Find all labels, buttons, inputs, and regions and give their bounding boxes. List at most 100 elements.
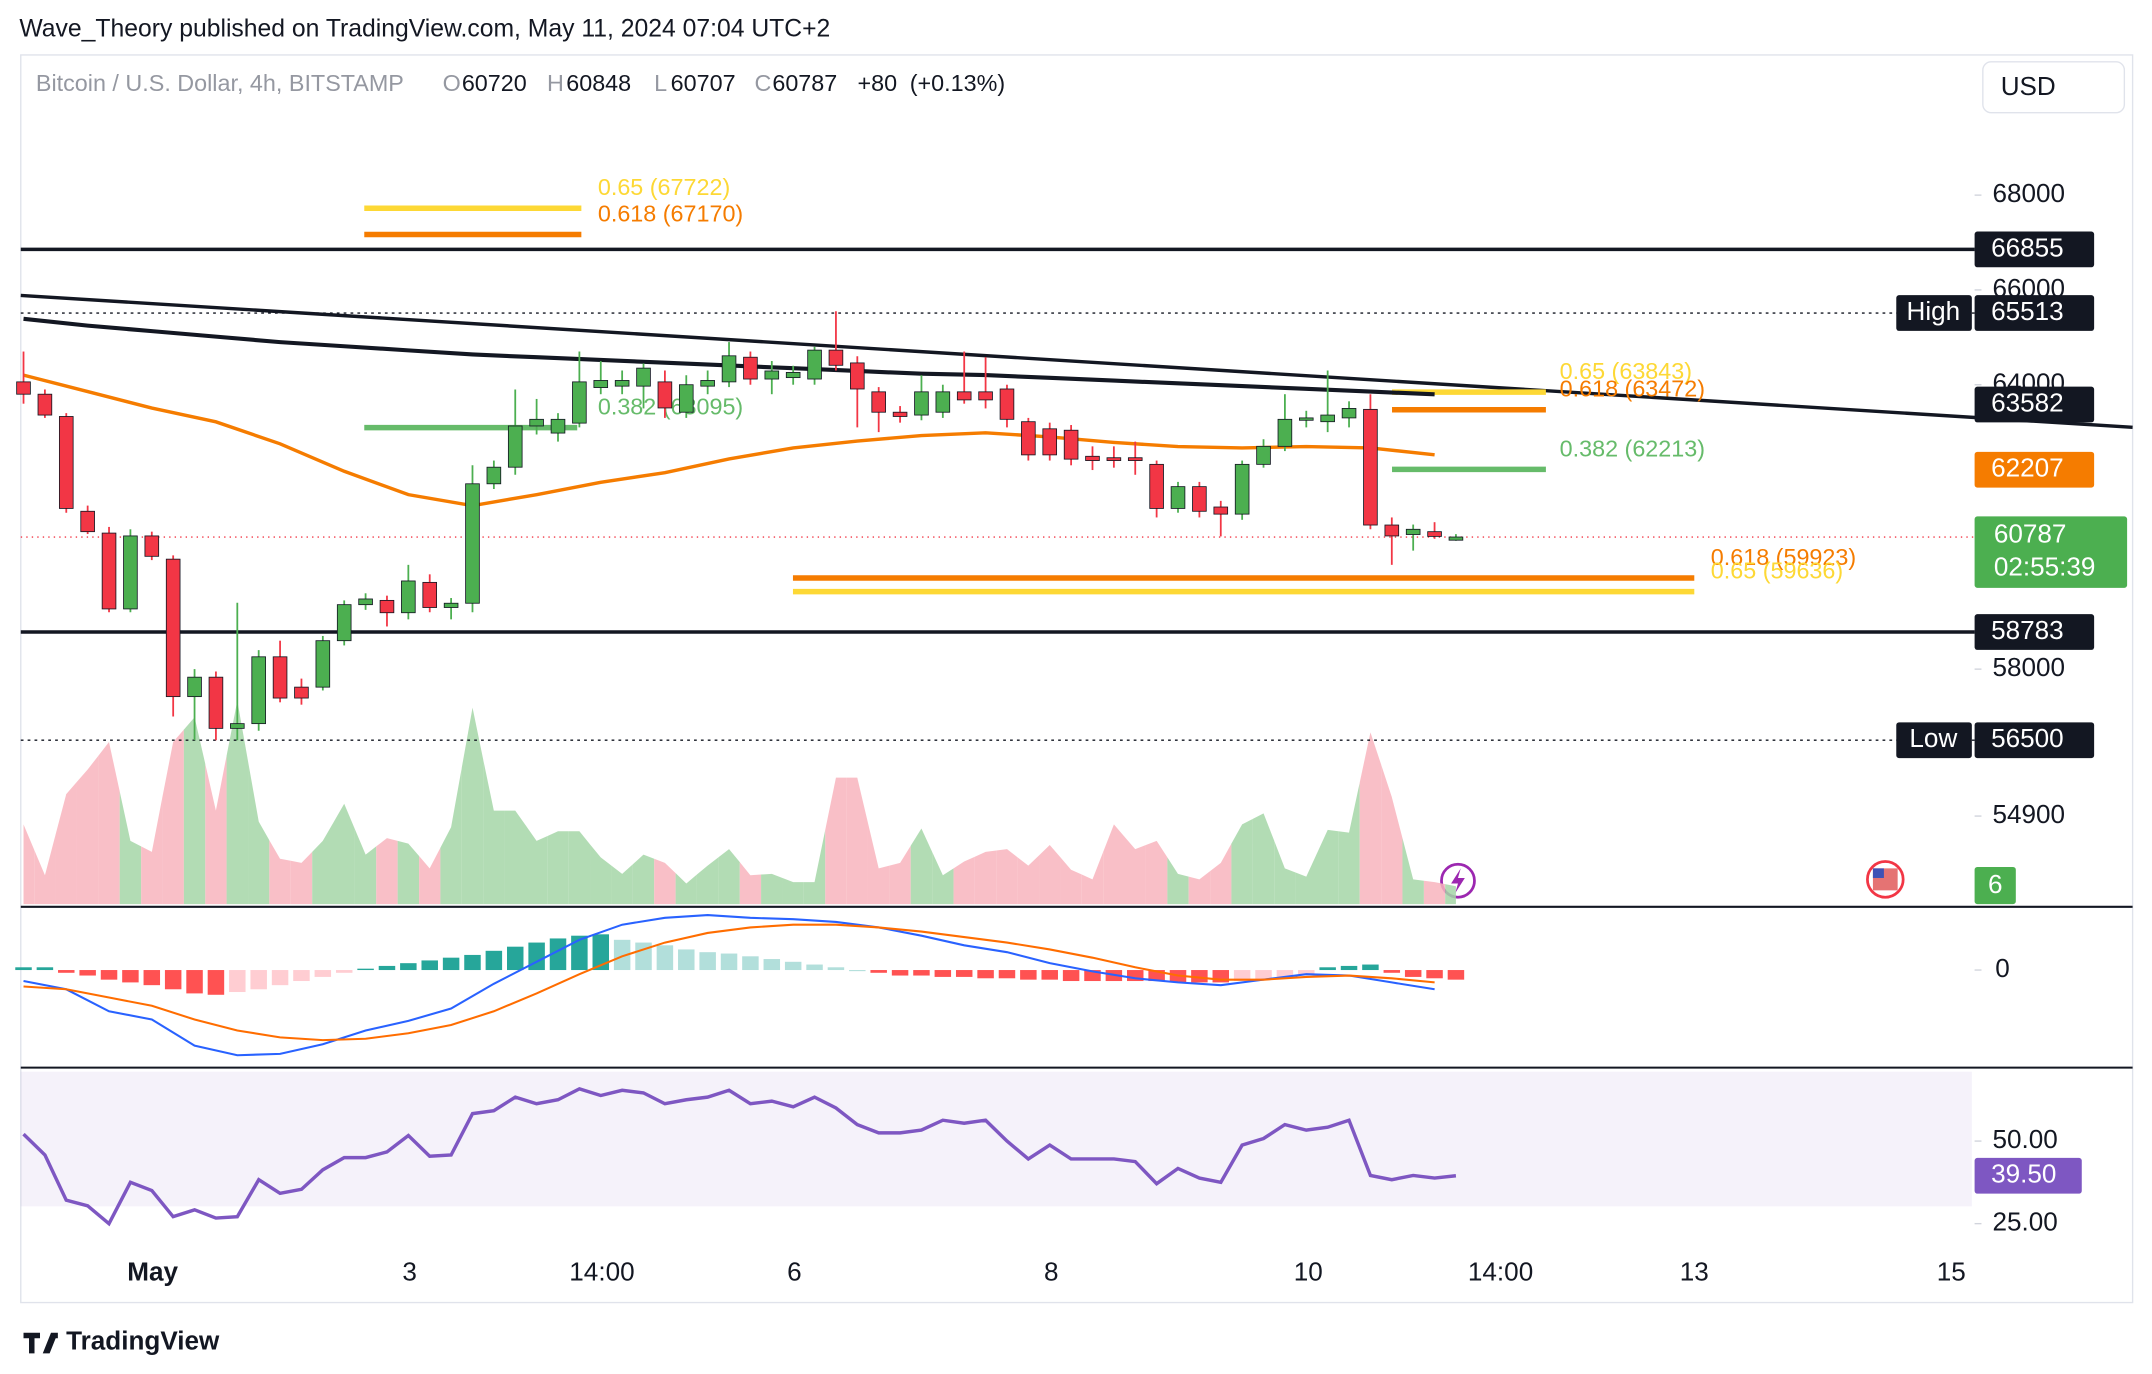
x-tick-label: 14:00 [1468, 1257, 1533, 1287]
macd-bar [271, 970, 289, 986]
volume-area [1081, 851, 1104, 905]
candle-body [1427, 531, 1442, 537]
legend-value: 60720 [462, 70, 527, 96]
candle-body [486, 466, 502, 485]
x-tick-label: 13 [1680, 1257, 1709, 1287]
level-tag [1974, 295, 2095, 331]
level-tag-key-label: Low [1909, 723, 1957, 753]
macd-bar [1298, 970, 1315, 975]
ma-tag [1974, 451, 2095, 488]
candle-body [1042, 428, 1058, 456]
candle-body [743, 356, 758, 380]
legend-key: O [443, 70, 461, 96]
attribution: Wave_Theory published on TradingView.com… [19, 16, 830, 43]
legend-value: 60848 [566, 70, 631, 96]
volume-area [333, 803, 355, 905]
macd-bar [1084, 970, 1101, 982]
y-tick-label: 0 [1995, 953, 2010, 983]
candle-body [807, 349, 822, 380]
candle-body [1192, 486, 1207, 512]
volume-area [889, 845, 911, 905]
y-tick-label: 58000 [1992, 652, 2065, 682]
currency-button[interactable] [1982, 61, 2126, 114]
volume-area [1381, 764, 1403, 905]
x-tick-label: 10 [1294, 1257, 1323, 1287]
macd-bar [400, 963, 417, 971]
rsi-line [22, 1087, 1457, 1227]
volume-area [419, 847, 441, 905]
volume-area [1274, 840, 1296, 905]
macd-bar [998, 970, 1016, 979]
candle-body [465, 483, 480, 604]
candle-body [1149, 463, 1164, 509]
macd-bar [1383, 970, 1401, 973]
volume-area [910, 828, 933, 905]
volume-tag [1974, 866, 2016, 905]
volume-area [696, 857, 719, 905]
legend-title: Bitcoin / U.S. Dollar, 4h, BITSTAMP [36, 70, 404, 96]
macd-bar [15, 967, 32, 971]
candle-body [101, 532, 117, 610]
volume-area [1210, 843, 1232, 905]
volume-area [290, 851, 313, 905]
macd-bar [592, 934, 610, 971]
currency[interactable]: USD [2001, 71, 2056, 101]
macd-bar [1319, 967, 1336, 971]
candle-body [422, 581, 438, 608]
volume-area [461, 707, 484, 905]
volume-area [718, 849, 740, 905]
volume-area [119, 791, 142, 905]
volume-area [675, 873, 697, 905]
volume-area [953, 856, 975, 905]
volume-area [803, 829, 826, 905]
volume-area [525, 825, 548, 905]
macd-bar [763, 959, 781, 971]
ma-tag-label: 63582 [1991, 387, 2064, 417]
macd-bar [1340, 965, 1358, 971]
volume-area [141, 796, 163, 905]
candle-body [935, 391, 951, 413]
candle-body [572, 381, 587, 424]
macd-bar [613, 939, 631, 971]
legend-key: L [654, 70, 667, 96]
candle-body [58, 416, 74, 509]
volume-area [205, 755, 227, 905]
legend-value: 60707 [671, 70, 736, 96]
volume-area [183, 717, 206, 905]
macd-bar [571, 935, 588, 971]
candle-body [999, 388, 1015, 420]
volume-area [761, 873, 783, 905]
macd-bar [143, 970, 161, 986]
macd-bar [1020, 970, 1037, 980]
moving-average [23, 373, 1435, 508]
candle-body [1256, 445, 1271, 465]
candle-body [1234, 463, 1250, 515]
macd-bar [36, 967, 54, 971]
candle-body [37, 393, 53, 416]
volume-area [568, 831, 591, 905]
level-tag-label: 66855 [1991, 232, 2064, 262]
candle-body [1170, 486, 1186, 509]
candle-body [914, 391, 929, 416]
candle-body [678, 384, 694, 413]
volume-area [226, 700, 249, 905]
volume-area [1124, 836, 1146, 905]
candle-body [1384, 524, 1400, 537]
x-tick-label: 15 [1937, 1257, 1966, 1287]
candle-body [978, 391, 993, 401]
legend-key: H [547, 70, 564, 96]
volume-area [397, 840, 420, 905]
candle-body [785, 371, 801, 379]
volume-area [632, 854, 655, 905]
x-tick-label: 8 [1044, 1257, 1059, 1287]
rsi-band [20, 1071, 1972, 1207]
candle-body [16, 381, 31, 395]
frame [20, 54, 2134, 1304]
legend: Bitcoin / U.S. Dollar, 4h, BITSTAMP O 60… [36, 70, 1005, 96]
volume-area [654, 858, 676, 905]
y-tick-label: 54900 [1992, 799, 2065, 829]
candle-body [1341, 408, 1357, 419]
candle-body [614, 380, 630, 387]
volume-area [739, 862, 762, 905]
macd-bar [79, 970, 96, 976]
